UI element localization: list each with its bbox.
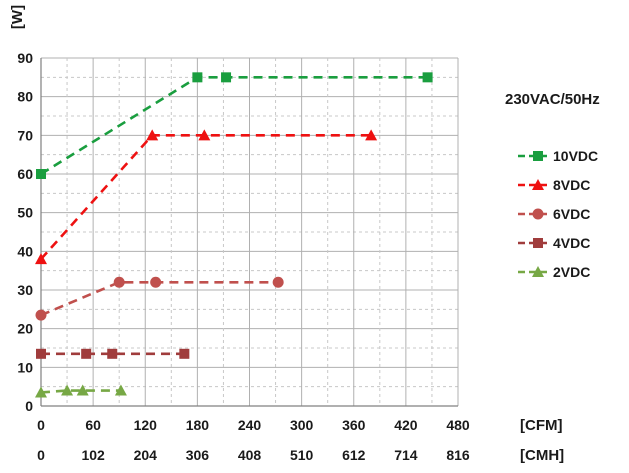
series-8vdc <box>35 129 378 265</box>
y-tick-label: 60 <box>17 166 33 182</box>
x-tick-label-cfm: 360 <box>342 417 366 433</box>
legend-label-2vdc: 2VDC <box>553 264 590 280</box>
legend-marker-6vdc <box>532 208 544 220</box>
data-point-2vdc <box>35 386 47 398</box>
legend-item-6vdc: 6VDC <box>518 206 590 222</box>
x-axis-unit-cmh: [CMH] <box>520 447 564 464</box>
x-tick-label-cmh: 0 <box>37 447 45 463</box>
data-point-10vdc <box>422 72 433 83</box>
x-tick-label-cmh: 714 <box>394 447 418 463</box>
series-line-8vdc <box>40 134 372 260</box>
series-6vdc <box>35 276 284 321</box>
y-tick-label: 40 <box>17 243 33 259</box>
series-line-2vdc <box>40 389 121 394</box>
data-point-2vdc <box>61 384 74 396</box>
legend-label-8vdc: 8VDC <box>553 177 590 193</box>
data-point-6vdc <box>35 309 47 321</box>
x-tick-label-cfm: 240 <box>238 417 262 433</box>
data-point-6vdc <box>272 276 284 288</box>
legend-marker-2vdc <box>532 266 544 277</box>
data-point-4vdc <box>107 348 118 359</box>
x-tick-label-cmh: 306 <box>186 447 210 463</box>
x-tick-label-cmh: 816 <box>446 447 470 463</box>
legend-marker-8vdc <box>532 179 544 190</box>
y-tick-label: 10 <box>17 359 33 375</box>
data-point-10vdc <box>221 72 232 83</box>
chart-annotation: 230VAC/50Hz <box>505 91 600 108</box>
legend-label-6vdc: 6VDC <box>553 206 590 222</box>
x-tick-label-cfm: 60 <box>85 417 101 433</box>
data-point-10vdc <box>36 169 46 179</box>
data-point-8vdc <box>146 129 159 141</box>
legend-label-10vdc: 10VDC <box>553 148 598 164</box>
data-point-4vdc <box>81 348 92 359</box>
x-tick-label-cfm: 180 <box>186 417 210 433</box>
series-line-10vdc <box>40 76 428 176</box>
x-tick-label-cmh: 408 <box>238 447 262 463</box>
x-tick-label-cmh: 204 <box>134 447 158 463</box>
data-point-4vdc <box>179 348 190 359</box>
legend-label-4vdc: 4VDC <box>553 235 590 251</box>
legend-item-4vdc: 4VDC <box>518 235 590 251</box>
x-tick-label-cmh: 612 <box>342 447 366 463</box>
data-point-8vdc <box>35 253 47 265</box>
legend: 10VDC 8VDC 6VDC 4VDC 2VDC <box>518 148 598 280</box>
x-tick-label-cmh: 510 <box>290 447 314 463</box>
data-point-10vdc <box>192 72 203 83</box>
x-axis-unit-cfm: [CFM] <box>520 417 562 434</box>
data-point-6vdc <box>150 276 162 288</box>
data-point-6vdc <box>113 276 125 288</box>
legend-marker-4vdc <box>533 238 543 248</box>
legend-item-8vdc: 8VDC <box>518 177 590 193</box>
legend-marker-10vdc <box>533 151 543 161</box>
y-tick-label: 70 <box>17 127 33 143</box>
y-tick-label: 0 <box>25 398 33 414</box>
legend-item-2vdc: 2VDC <box>518 264 590 280</box>
x-tick-label-cfm: 0 <box>37 417 45 433</box>
x-tick-label-cmh: 102 <box>81 447 105 463</box>
series-layer <box>35 72 433 398</box>
y-tick-label: 90 <box>17 50 33 66</box>
y-tick-label: 50 <box>17 205 33 221</box>
x-tick-label-cfm: 120 <box>134 417 158 433</box>
series-4vdc <box>36 348 190 359</box>
y-tick-label: 80 <box>17 89 33 105</box>
y-tick-label: 30 <box>17 282 33 298</box>
data-point-2vdc <box>76 384 89 396</box>
legend-item-10vdc: 10VDC <box>518 148 598 164</box>
series-line-6vdc <box>40 280 279 317</box>
x-tick-label-cfm: 420 <box>394 417 418 433</box>
data-point-8vdc <box>198 129 211 141</box>
data-point-8vdc <box>365 129 378 141</box>
x-tick-label-cfm: 300 <box>290 417 314 433</box>
series-10vdc <box>36 72 433 179</box>
y-axis-label: [W] <box>9 5 26 29</box>
y-tick-label: 20 <box>17 321 33 337</box>
data-point-4vdc <box>36 348 46 359</box>
x-tick-label-cfm: 480 <box>446 417 470 433</box>
data-point-2vdc <box>114 384 127 396</box>
series-2vdc <box>35 384 127 398</box>
